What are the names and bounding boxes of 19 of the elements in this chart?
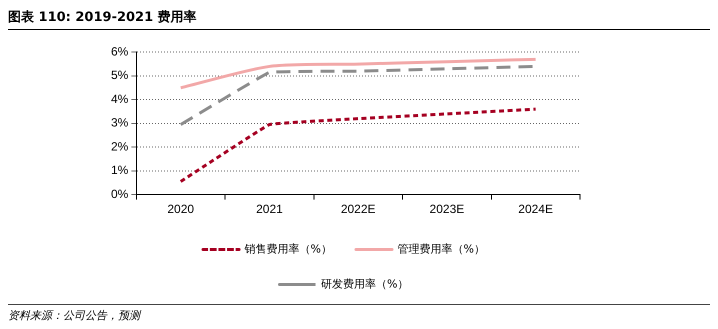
x-tick-label: 2021	[256, 202, 284, 216]
text: 资料来源：公司公告，预测	[8, 308, 142, 323]
line-series	[179, 58, 538, 90]
x-tick-label: 2020	[167, 202, 194, 216]
x-tick-label: 2024E	[518, 202, 553, 216]
y-tick-label: 4%	[111, 92, 129, 106]
y-tick-label: 0%	[111, 186, 129, 201]
y-tick-label: 5%	[111, 68, 129, 82]
y-tick-label: 6%	[111, 44, 129, 59]
x-tick-label: 2022E	[340, 202, 376, 216]
x-tick-label: 2023E	[430, 202, 464, 216]
y-tick-label: 2%	[111, 139, 129, 154]
legend-label: 管理费用率（%）	[398, 242, 485, 256]
chart-title: 图表 110: 2019-2021 费用率	[8, 8, 710, 30]
legend-label: 销售费用率（%）	[244, 242, 332, 256]
y-tick-label: 3%	[111, 116, 129, 130]
legend-label: 研发费用率（%）	[321, 277, 408, 290]
y-tick-label: 1%	[111, 163, 129, 178]
line-series	[179, 108, 538, 184]
